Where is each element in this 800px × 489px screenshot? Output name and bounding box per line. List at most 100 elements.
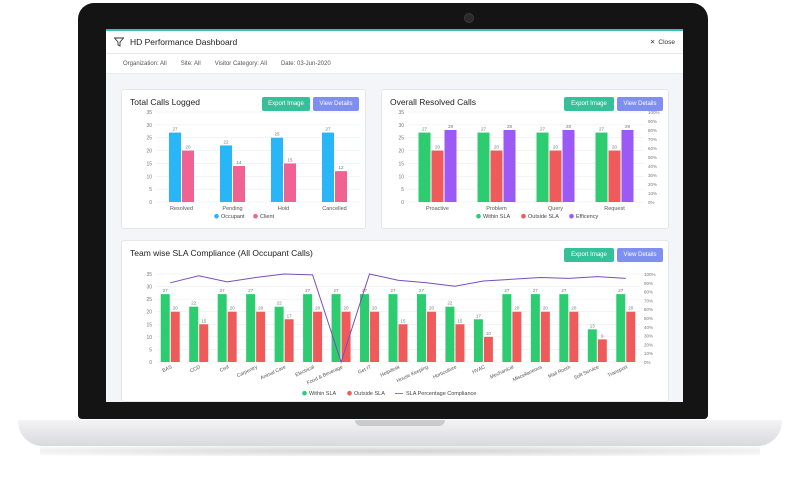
y2-tick-label: 60% [648, 146, 657, 151]
chart-bar [608, 150, 621, 202]
chart-bar [160, 294, 170, 362]
chart-bar [431, 150, 444, 202]
x-tick-label: Mechanical [489, 364, 514, 380]
resolved-calls-title: Overall Resolved Calls [390, 97, 476, 107]
filter-bar: Organization: All Site: All Visitor Cate… [106, 54, 683, 74]
y2-tick-label: 80% [644, 290, 653, 295]
data-label: 20 [230, 306, 236, 311]
team-sla-card: Team wise SLA Compliance (All Occupant C… [121, 240, 669, 402]
y2-tick-label: 40% [648, 164, 657, 169]
data-label: 27 [422, 127, 428, 132]
y2-tick-label: 30% [644, 334, 653, 339]
chart-bar [398, 324, 408, 362]
data-label: 27 [220, 288, 226, 293]
x-tick-label: House Keeping [396, 364, 430, 384]
x-tick-label: Cancelled [322, 206, 346, 212]
chart-bar [284, 163, 296, 202]
data-label: 22 [277, 301, 283, 306]
y-tick-label: 25 [146, 136, 152, 142]
y-tick-label: 15 [146, 161, 152, 167]
chart-bar [455, 324, 465, 362]
total-calls-export-button[interactable]: Export Image [262, 97, 310, 111]
legend-label: Efficency [576, 214, 598, 220]
chart-bar [626, 311, 636, 362]
team-sla-view-button[interactable]: View Details [617, 248, 663, 262]
x-tick-label: Mail Room [547, 364, 571, 380]
data-label: 15 [400, 318, 406, 323]
y-tick-label: 30 [146, 285, 152, 291]
y-tick-label: 0 [149, 360, 152, 366]
chart-bar [335, 171, 347, 202]
chart-bar [313, 311, 323, 362]
data-label: 27 [325, 127, 331, 132]
y2-tick-label: 100% [648, 110, 660, 115]
data-label: 27 [163, 288, 169, 293]
x-tick-label: Animal Care [259, 364, 287, 381]
y2-tick-label: 10% [644, 351, 653, 356]
chart-bar [595, 132, 608, 202]
chart-bar [540, 311, 550, 362]
y2-tick-label: 10% [648, 191, 657, 196]
legend-label: Occupant [221, 214, 245, 220]
data-label: 27 [419, 288, 425, 293]
close-button[interactable]: ✕ Close [649, 38, 675, 47]
filter-organization[interactable]: Organization: All [123, 60, 167, 67]
team-sla-chart: 0 5 10 15 20 25 30 35 0% 10% 20% 30% 40% 50% 60% 70% 80%… [146, 272, 656, 397]
filter-icon[interactable] [114, 37, 124, 47]
filter-site[interactable]: Site: All [180, 60, 201, 67]
data-label: 27 [481, 127, 487, 132]
x-tick-label: Helpdesk [379, 364, 401, 378]
title-bar: HD Performance Dashboard ✕ Close [106, 29, 683, 54]
total-calls-view-button[interactable]: View Details [313, 97, 359, 111]
total-calls-chart: 0 5 10 15 20 25 30 35 27 20 Resolved 22 14 Pending 25 1… [146, 110, 360, 220]
y-tick-label: 35 [146, 110, 152, 116]
resolved-calls-export-button[interactable]: Export Image [564, 97, 614, 111]
data-label: 27 [540, 127, 546, 132]
y-tick-label: 10 [398, 174, 404, 180]
data-label: 27 [172, 127, 178, 132]
data-label: 27 [618, 288, 624, 293]
chart-bar [246, 294, 256, 362]
chart-bar [483, 336, 493, 362]
y2-tick-label: 80% [648, 128, 657, 133]
x-tick-label: Civil [219, 364, 230, 373]
y-tick-label: 20 [146, 149, 152, 155]
y2-tick-label: 100% [644, 272, 656, 277]
legend-label: Outside SLA [528, 214, 559, 220]
data-label: 20 [185, 145, 191, 150]
chart-bar [473, 319, 483, 362]
data-label: 20 [372, 306, 378, 311]
chart-bar [616, 294, 626, 362]
resolved-calls-card: Overall Resolved Calls Export Image View… [381, 89, 669, 229]
chart-bar [227, 311, 237, 362]
data-label: 20 [571, 306, 577, 311]
legend-marker [521, 213, 526, 219]
data-label: 20 [173, 306, 179, 311]
chart-bar [360, 294, 370, 362]
x-tick-label: HVAC [471, 364, 486, 375]
team-sla-export-button[interactable]: Export Image [564, 248, 614, 262]
x-tick-label: Request [604, 206, 625, 212]
filter-date[interactable]: Date: 03-Jun-2020 [280, 60, 331, 67]
window-title: HD Performance Dashboard [130, 37, 238, 47]
close-icon: ✕ [649, 39, 656, 46]
data-label: 27 [390, 288, 396, 293]
data-label: 25 [274, 132, 280, 137]
y2-tick-label: 50% [648, 155, 657, 160]
chart-bar [477, 132, 490, 202]
legend-label: Outside SLA [354, 391, 385, 397]
chart-bar [274, 306, 284, 362]
resolved-calls-view-button[interactable]: View Details [617, 97, 663, 111]
data-label: 20 [514, 306, 520, 311]
data-label: 22 [447, 301, 453, 306]
data-label: 27 [504, 288, 510, 293]
chart-bar [256, 311, 266, 362]
x-tick-label: Soft Service [573, 364, 600, 381]
x-tick-label: Query [548, 206, 563, 212]
legend-marker [214, 213, 219, 219]
y-tick-label: 30 [146, 123, 152, 129]
camera [464, 13, 474, 23]
laptop-shadow [40, 446, 760, 456]
filter-visitor-category[interactable]: Visitor Category: All [214, 60, 267, 67]
